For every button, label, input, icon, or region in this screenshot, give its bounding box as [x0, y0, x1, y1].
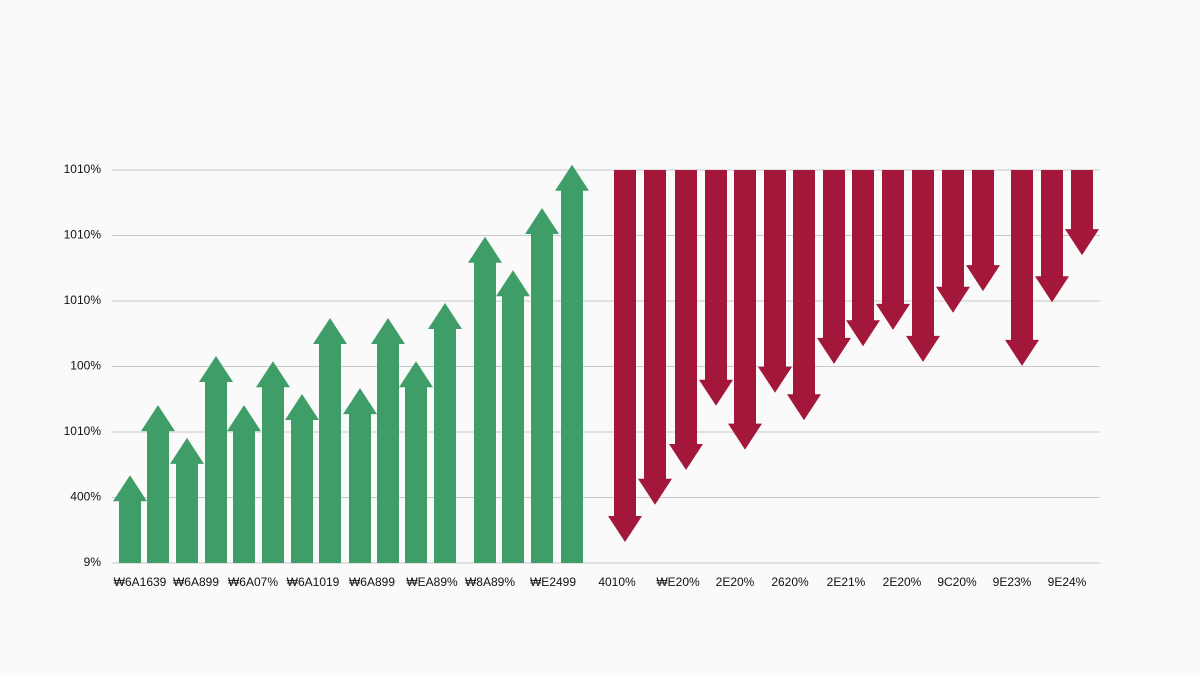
arrow: [285, 394, 319, 563]
arrow: [555, 164, 589, 563]
arrow: [1035, 170, 1069, 303]
arrow: [113, 475, 147, 563]
y-tick-label: 1010%: [64, 293, 102, 307]
x-label: ₩E2499: [530, 575, 576, 589]
y-tick-label: 400%: [70, 490, 101, 504]
arrow: [343, 388, 377, 563]
y-tick-label: 1010%: [64, 424, 102, 438]
arrow: [199, 356, 233, 563]
arrow: [638, 170, 672, 505]
x-label: ₩EA89%: [406, 575, 458, 589]
arrow: [525, 207, 559, 564]
arrow: [1065, 170, 1099, 256]
x-label: ₩E20%: [656, 575, 700, 589]
arrow: [787, 170, 821, 421]
x-label: 2E20%: [716, 575, 755, 589]
x-label: ₩6A899: [349, 575, 395, 589]
x-label: 4010%: [598, 575, 636, 589]
x-label: ₩6A899: [173, 575, 219, 589]
x-label: 2620%: [771, 575, 809, 589]
x-label: ₩6A07%: [228, 575, 278, 589]
arrow: [966, 170, 1000, 292]
arrow: [608, 170, 642, 543]
x-label: 9C20%: [937, 575, 977, 589]
arrow: [141, 405, 175, 563]
arrow: [170, 437, 204, 563]
arrow: [876, 170, 910, 330]
arrow: [846, 170, 880, 347]
arrow: [817, 170, 851, 364]
x-label: 2E21%: [827, 575, 866, 589]
arrow: [496, 270, 530, 563]
y-tick-label: 9%: [84, 555, 102, 569]
arrow: [699, 170, 733, 406]
arrow: [313, 318, 347, 563]
arrow: [758, 170, 792, 393]
x-label: 2E20%: [883, 575, 922, 589]
x-label: ₩6A1639: [114, 575, 167, 589]
arrow: [728, 170, 762, 450]
x-label: ₩8A89%: [465, 575, 515, 589]
arrow: [936, 170, 970, 313]
x-label: 9E23%: [993, 575, 1032, 589]
arrow: [371, 318, 405, 563]
arrow: [468, 236, 502, 563]
y-tick-label: 100%: [70, 359, 101, 373]
arrow: [399, 361, 433, 563]
arrow: [669, 170, 703, 470]
arrow: [906, 170, 940, 362]
y-tick-label: 1010%: [64, 228, 102, 242]
arrow: [227, 405, 261, 563]
arrow: [256, 361, 290, 563]
x-label: ₩6A1019: [287, 575, 340, 589]
y-tick-label: 1010%: [64, 162, 102, 176]
arrow: [1005, 170, 1039, 366]
x-label: 9E24%: [1048, 575, 1087, 589]
arrow: [428, 302, 462, 563]
